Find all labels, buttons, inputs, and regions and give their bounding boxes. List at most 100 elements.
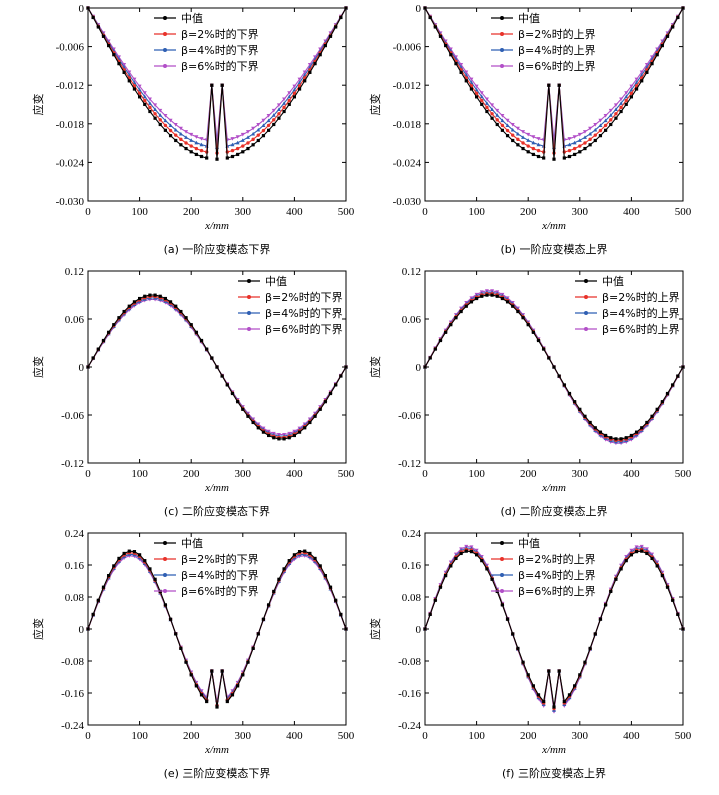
data-point-median [328, 585, 333, 589]
data-point-median [168, 134, 173, 138]
data-point-median [236, 152, 240, 157]
y-axis-label: 应变 [31, 618, 45, 640]
legend: 中值 β=2%时的下界 β=4%时的下界 β=6%时的下界 [154, 12, 259, 73]
data-point-median [531, 684, 535, 688]
data-point-median [225, 156, 229, 160]
y-tick-label: 0.16 [402, 560, 422, 572]
data-point-circle [174, 133, 178, 137]
data-point-median [578, 673, 582, 677]
legend-label: β=2%时的上界 [518, 552, 596, 566]
data-point-median [655, 53, 659, 57]
legend: 中值 β=2%时的上界 β=4%时的上界 β=6%时的上界 [575, 275, 680, 336]
data-point-median [490, 116, 494, 120]
data-point-median [423, 6, 427, 10]
x-tick-label: 400 [623, 206, 640, 218]
data-point-triangle-down [464, 70, 469, 75]
data-point-triangle-down [230, 137, 235, 141]
data-point-circle [297, 84, 302, 88]
data-point-triangle [266, 118, 271, 123]
x-tick-label: 300 [235, 468, 252, 480]
x-tick-label: 100 [131, 468, 148, 480]
data-point-triangle [567, 142, 572, 147]
data-point-median [215, 705, 219, 709]
legend-label: 中值 [181, 12, 203, 25]
data-point-median [256, 138, 260, 143]
data-point-median [640, 79, 644, 83]
data-point-circle [578, 144, 582, 148]
data-point-circle [614, 112, 618, 116]
data-point-triangle-down [639, 70, 644, 75]
data-point-triangle [500, 118, 505, 123]
data-point-median [444, 43, 448, 48]
data-point-median [287, 436, 291, 440]
y-tick-label: 0.12 [65, 266, 84, 278]
data-point-triangle [619, 101, 624, 105]
data-point-median [485, 293, 489, 297]
data-point-median [475, 296, 479, 301]
data-point-triangle-down [603, 114, 608, 118]
legend-label: β=6%时的下界 [181, 59, 259, 73]
x-tick-label: 300 [572, 468, 589, 480]
data-point-median [516, 646, 520, 650]
data-point-median [199, 154, 204, 159]
plot-frame [424, 7, 684, 202]
data-point-triangle-down [194, 135, 199, 139]
data-point-median [334, 598, 338, 602]
data-point-median [241, 673, 245, 677]
data-point-circle [603, 123, 608, 128]
data-point-triangle-down [505, 118, 510, 123]
data-point-median [101, 585, 106, 589]
data-point-circle [261, 128, 266, 133]
data-point-median [117, 556, 121, 561]
data-point-triangle-down [256, 122, 261, 127]
legend-marker [500, 48, 504, 52]
data-point-median [593, 138, 597, 143]
data-point-triangle-down [297, 77, 302, 82]
panel-caption: (e) 三阶应变模态下界 [164, 766, 271, 780]
x-tick-label: 200 [520, 468, 537, 480]
data-point-median [318, 564, 322, 568]
legend-label: β=2%时的上界 [518, 27, 596, 41]
x-tick-label: 300 [235, 206, 252, 218]
data-point-circle [598, 128, 603, 133]
data-point-median [251, 646, 255, 650]
data-point-median [189, 150, 193, 154]
data-point-median [459, 309, 463, 314]
data-point-median [287, 559, 291, 563]
data-point-median [86, 365, 90, 369]
data-point-triangle [132, 80, 137, 85]
data-point-median [547, 669, 551, 673]
data-point-circle [189, 144, 193, 148]
data-point-median [344, 6, 348, 10]
data-point-median [277, 577, 281, 581]
x-tick-label: 300 [572, 730, 589, 742]
data-point-median [272, 122, 276, 127]
legend-marker [163, 16, 167, 20]
x-tick-label: 100 [468, 468, 485, 480]
data-point-median [588, 646, 592, 650]
data-point-triangle-down [634, 77, 639, 82]
legend-marker [163, 32, 167, 36]
data-point-median [598, 430, 603, 434]
x-tick-label: 400 [623, 468, 640, 480]
legend-marker [163, 64, 167, 68]
data-point-median [174, 304, 178, 308]
data-point-triangle [163, 118, 168, 123]
data-point-median [138, 95, 142, 99]
data-point-median [236, 400, 240, 404]
data-point-median [267, 128, 271, 132]
data-point-median [511, 304, 515, 308]
data-point-triangle-down [178, 126, 183, 131]
data-point-triangle-down [302, 70, 307, 75]
data-point-median [567, 391, 572, 396]
data-point-median [624, 559, 628, 563]
legend-marker [584, 295, 588, 299]
data-point-median [449, 53, 453, 57]
y-axis-label: 应变 [368, 356, 382, 378]
data-point-median [148, 567, 152, 571]
data-point-triangle [510, 127, 515, 132]
x-tick-label: 0 [85, 468, 91, 480]
panel-caption: (b) 一阶应变模态上界 [500, 242, 607, 256]
data-point-triangle-down [484, 97, 489, 102]
legend: 中值 β=2%时的上界 β=4%时的上界 β=6%时的上界 [491, 537, 596, 598]
